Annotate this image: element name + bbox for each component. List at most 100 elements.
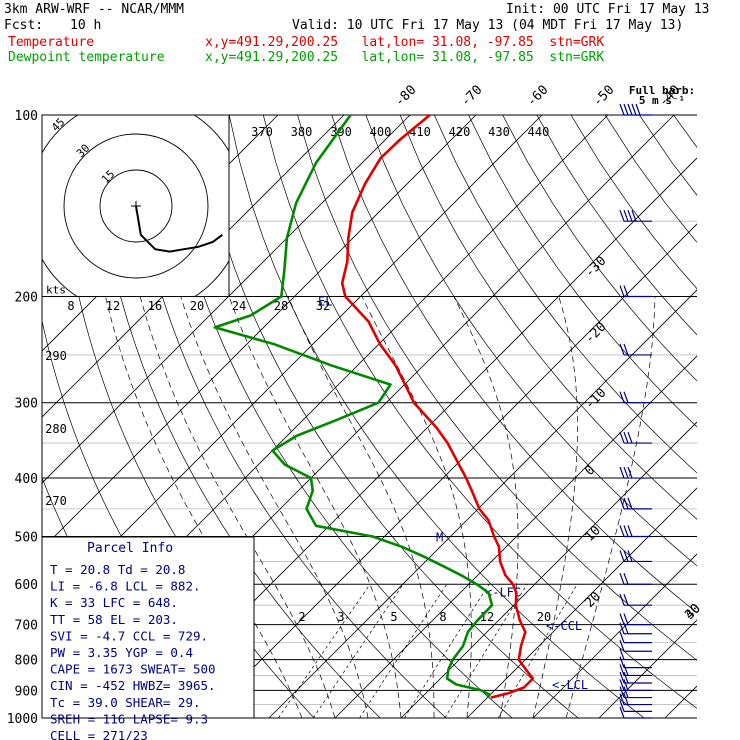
wind-barb	[619, 285, 652, 298]
isotherm-line	[42, 115, 477, 550]
theta-label: 420	[449, 125, 471, 139]
mixing-ratio-label: 12	[106, 299, 120, 313]
wind-barb	[619, 573, 652, 585]
moist-adiabat-line	[453, 296, 519, 718]
wind-barb-flag	[623, 209, 629, 222]
wind-barb-flag	[627, 525, 633, 537]
model-title: 3km ARW-WRF -- NCAR/MMM	[4, 2, 185, 17]
wind-barb-flag	[619, 622, 625, 634]
wind-barb-flag	[619, 431, 625, 444]
mixing-ratio-label: 20	[190, 299, 204, 313]
pressure-tick-label: 400	[15, 472, 38, 487]
wind-barb	[619, 693, 652, 706]
wind-barb-flag	[619, 391, 625, 403]
wind-barb-flag	[619, 550, 625, 562]
temperature-legend: Temperature	[8, 35, 95, 50]
isotherm-right-label: -10	[582, 386, 609, 413]
wind-barb-flag	[619, 656, 625, 668]
dry-adiabat-line	[468, 115, 697, 428]
theta-label: 380	[291, 125, 313, 139]
temperature-line	[340, 113, 535, 699]
temperature-location-info: x,y=491.29,200.25 lat,lon= 31.08, -97.85…	[205, 35, 605, 50]
wind-barb-flag	[619, 343, 625, 356]
isotherm-right-label: 40	[682, 601, 704, 623]
wind-barb-flag	[623, 593, 629, 606]
wind-barb-flag	[627, 431, 633, 444]
wind-barb	[619, 631, 652, 644]
parcel-info-row: SREH = 116 LAPSE= 9.3	[50, 711, 208, 726]
mixing-ratio-label: 8	[67, 299, 74, 313]
wind-barb-flag	[619, 525, 625, 537]
clipped-grid	[42, 115, 697, 718]
mixing-ratio-line	[278, 583, 371, 718]
wind-barb-flag	[627, 103, 633, 116]
theta-label-left: 280	[45, 422, 67, 436]
parcel-info-row: CELL = 271/23	[50, 728, 148, 740]
wind-barb-flag	[619, 466, 625, 479]
moist-adiabat-line	[287, 296, 435, 718]
wind-barb-flag	[619, 679, 625, 691]
mixing-ratio-label-lower: 8	[439, 610, 446, 624]
wind-barb-flag	[623, 671, 629, 684]
wind-barb-flag	[623, 431, 629, 444]
isotherm-line	[42, 115, 411, 484]
dewpoint-line	[213, 114, 494, 699]
dry-adiabat-line	[365, 115, 697, 567]
wind-barb-flag	[623, 664, 629, 676]
isotherm-line	[400, 421, 697, 718]
wind-barb	[619, 525, 652, 538]
pressure-tick-label: 200	[15, 291, 38, 306]
wind-barb-flag	[635, 103, 641, 116]
mixing-ratio-label: 24	[232, 299, 246, 313]
wind-barb	[619, 656, 652, 669]
parcel-info-row: SVI = -4.7 CCL = 729.	[50, 628, 208, 643]
pressure-tick-label: 100	[15, 109, 38, 124]
dry-adiabat-line	[399, 115, 697, 520]
wind-barb-flag	[619, 497, 625, 510]
barb-key-line1: Full barb:	[629, 84, 695, 97]
hodograph-ring	[63, 133, 209, 279]
parcel-info-row: CIN = -452 HWBZ= 3965.	[50, 678, 216, 693]
wind-barb-flag	[631, 209, 637, 222]
wind-barb	[619, 679, 652, 692]
ccl-marker: <-CCL	[546, 619, 582, 633]
dry-adiabat-line	[160, 115, 513, 718]
isotherm-top-label: -70	[458, 83, 485, 110]
wind-barb	[619, 640, 652, 652]
forecast-label: Fcst:	[4, 18, 44, 33]
pressure-tick-label: 900	[15, 684, 38, 699]
dry-adiabat-line	[228, 115, 645, 718]
isotherm-line	[532, 553, 697, 718]
wind-barb-flag	[627, 209, 633, 222]
wind-barb-flag	[623, 686, 629, 698]
wind-barb	[619, 648, 652, 661]
isotherm-right-label: 0	[582, 463, 598, 479]
wind-barb	[619, 700, 652, 712]
wind-barb	[619, 664, 652, 677]
dry-adiabat-line	[673, 115, 697, 148]
dewpoint-location-info: x,y=491.29,200.25 lat,lon= 31.08, -97.85…	[205, 50, 605, 65]
wind-barb-flag	[619, 693, 625, 705]
wind-barb-flag	[631, 103, 637, 116]
forecast-hour: 10 h	[70, 18, 102, 33]
isotherm-line	[268, 289, 697, 718]
lcl-marker: <-LCL	[552, 678, 588, 692]
parcel-info-row: CAPE = 1673 SWEAT= 500	[50, 662, 216, 677]
isotherm-line	[202, 223, 697, 718]
pressure-tick-label: 300	[15, 397, 38, 412]
wind-barb-flag	[623, 466, 629, 479]
dry-adiabat-line	[297, 115, 697, 661]
wind-barb-flag	[619, 706, 625, 719]
wind-barb	[619, 497, 652, 510]
wind-barb-flag	[619, 640, 625, 652]
dry-adiabat-line	[126, 115, 447, 718]
moist-adiabat-line	[139, 296, 336, 718]
isotherm-line	[334, 355, 697, 718]
mixing-ratio-label: 16	[148, 299, 162, 313]
mixing-ratio-label: 32	[316, 299, 330, 313]
init-time: Init: 00 UTC Fri 17 May 13	[506, 2, 710, 17]
pressure-tick-label: 500	[15, 530, 38, 545]
el-marker: EL	[318, 294, 332, 308]
wind-barb	[619, 686, 652, 699]
